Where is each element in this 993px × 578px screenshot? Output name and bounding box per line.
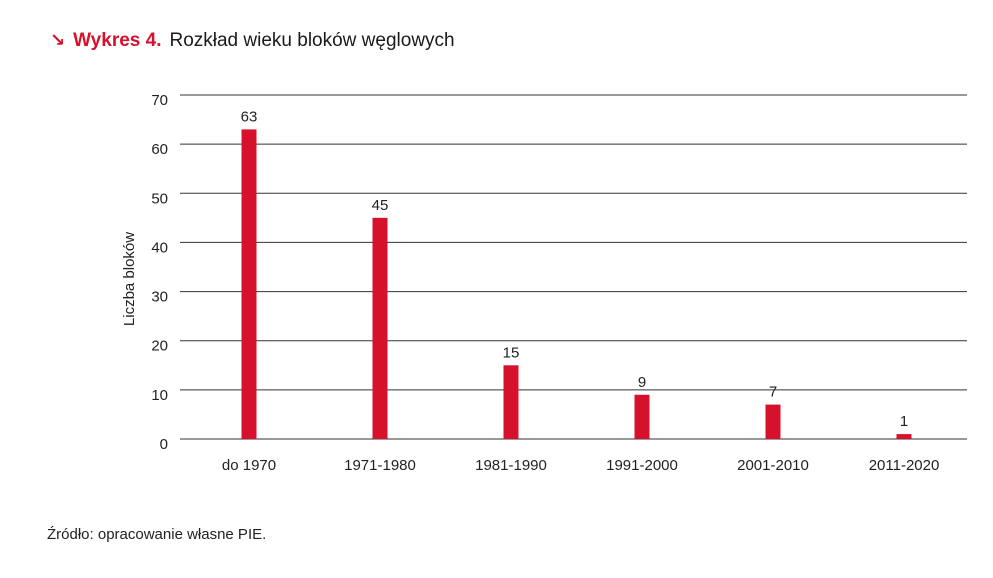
bar xyxy=(634,394,650,439)
gridlines xyxy=(180,94,967,440)
y-tick-label: 60 xyxy=(151,141,168,158)
bar xyxy=(765,404,781,439)
chart-title-text: Rozkład wieku bloków węglowych xyxy=(169,30,455,51)
y-tick-label: 10 xyxy=(151,387,168,404)
data-label: 63 xyxy=(241,108,258,125)
data-label: 45 xyxy=(372,197,389,214)
x-tick-label: 1991-2000 xyxy=(606,457,678,474)
y-axis-label: Liczba bloków xyxy=(121,232,138,326)
y-tick-label: 50 xyxy=(151,190,168,207)
data-label: 9 xyxy=(638,374,646,391)
x-tick-label: 1981-1990 xyxy=(475,457,547,474)
bar xyxy=(896,434,912,439)
data-label: 15 xyxy=(503,344,520,361)
chart-number-label: Wykres 4. xyxy=(73,30,162,51)
x-tick-label: do 1970 xyxy=(222,457,276,474)
x-tick-label: 2001-2010 xyxy=(737,457,809,474)
y-axis-ticks: 0 10 20 30 40 50 60 70 xyxy=(151,92,168,453)
bar xyxy=(503,365,519,439)
data-label: 7 xyxy=(769,384,777,401)
data-label: 1 xyxy=(900,413,908,430)
chart-title: ↘ Wykres 4. Rozkład wieku bloków węglowy… xyxy=(50,30,455,52)
source-note: Źródło: opracowanie własne PIE. xyxy=(47,526,267,543)
bar xyxy=(372,217,388,439)
y-tick-label: 40 xyxy=(151,239,168,256)
bars xyxy=(241,129,912,439)
y-tick-label: 20 xyxy=(151,338,168,355)
y-tick-label: 70 xyxy=(151,92,168,109)
bar-chart: 0 10 20 30 40 50 60 70 63 45 15 9 7 1 do 1970 1971-19… xyxy=(121,92,967,474)
y-tick-label: 0 xyxy=(160,436,168,453)
x-axis-ticks: do 1970 1971-1980 1981-1990 1991-2000 2001-2… xyxy=(222,457,939,474)
x-tick-label: 2011-2020 xyxy=(869,457,940,474)
x-tick-label: 1971-1980 xyxy=(344,457,416,474)
data-labels: 63 45 15 9 7 1 xyxy=(241,108,909,430)
y-tick-label: 30 xyxy=(151,289,168,306)
bar xyxy=(241,129,257,439)
arrow-down-right-icon: ↘ xyxy=(50,30,66,50)
